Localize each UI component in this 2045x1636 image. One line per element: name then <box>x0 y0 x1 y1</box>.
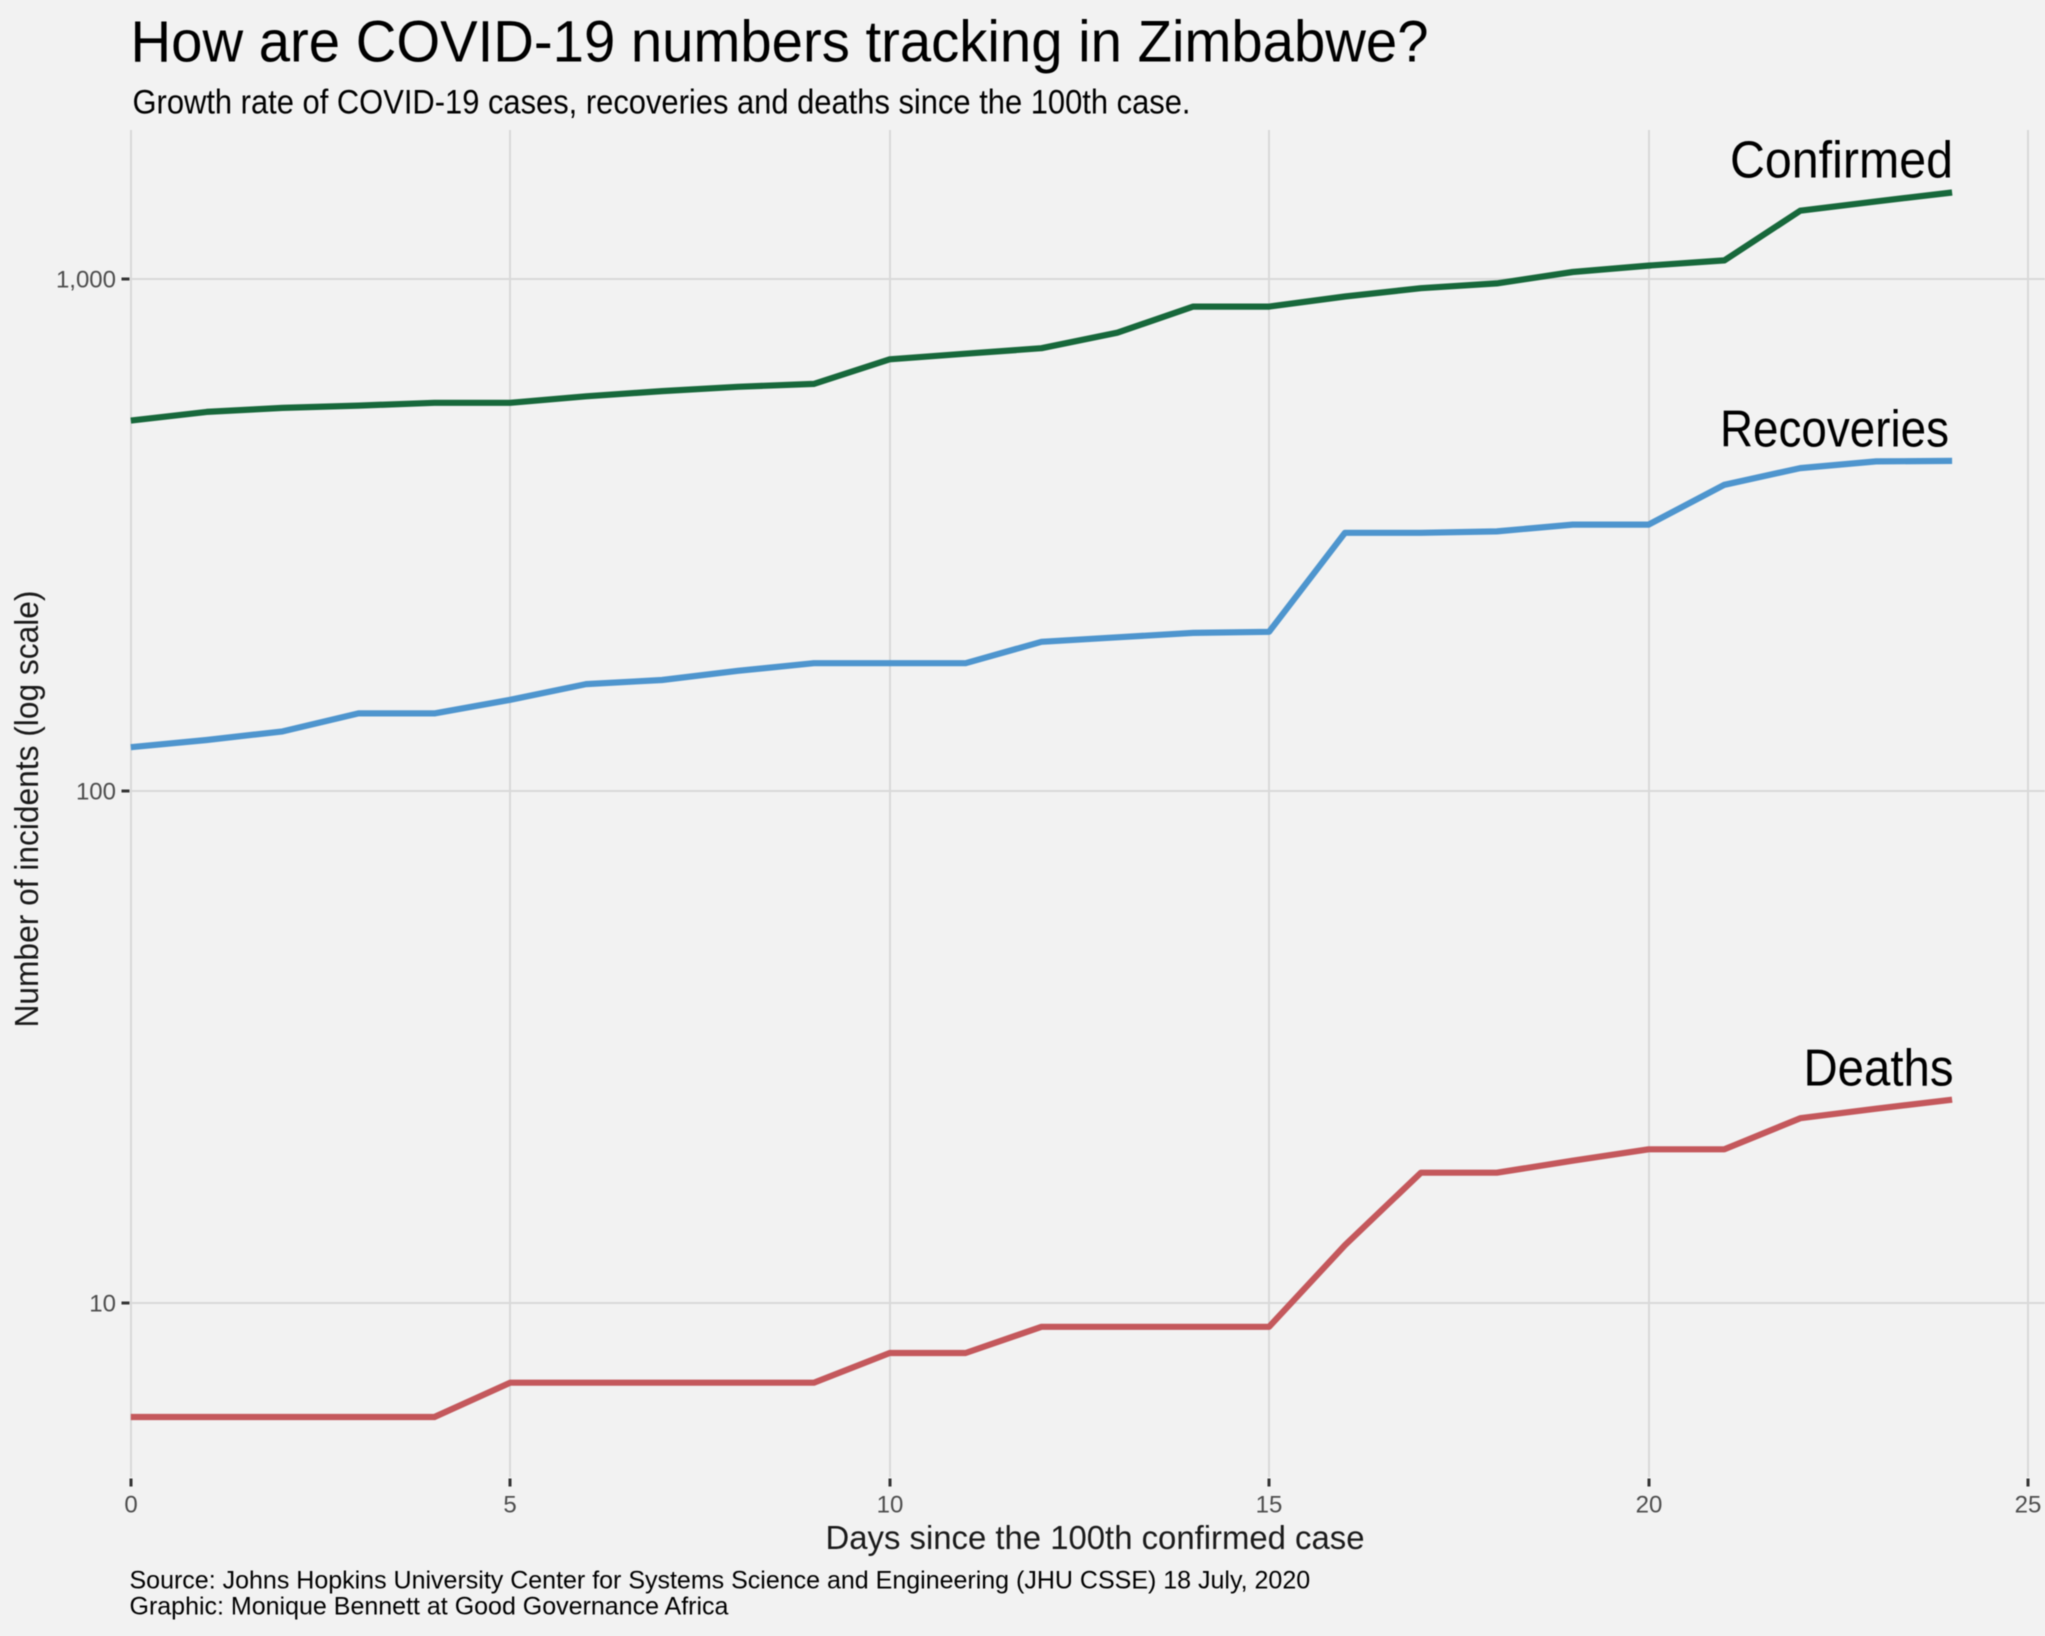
svg-text:10: 10 <box>89 1291 116 1318</box>
svg-text:15: 15 <box>1256 1492 1283 1519</box>
svg-text:25: 25 <box>2015 1492 2042 1519</box>
svg-text:Confirmed: Confirmed <box>1730 132 1953 190</box>
svg-text:10: 10 <box>877 1492 904 1519</box>
svg-text:0: 0 <box>124 1492 137 1519</box>
svg-text:Growth rate of COVID-19 cases,: Growth rate of COVID-19 cases, recoverie… <box>133 84 1191 122</box>
svg-text:Source: Johns Hopkins Universi: Source: Johns Hopkins University Center … <box>130 1566 1311 1594</box>
svg-text:100: 100 <box>76 779 116 806</box>
svg-text:1,000: 1,000 <box>56 267 116 294</box>
svg-text:Number of incidents (log scale: Number of incidents (log scale) <box>8 591 45 1028</box>
svg-text:5: 5 <box>503 1492 516 1519</box>
svg-text:How are COVID-19 numbers track: How are COVID-19 numbers tracking in Zim… <box>131 10 1429 75</box>
svg-text:Deaths: Deaths <box>1804 1040 1954 1098</box>
svg-text:Days since the 100th confirmed: Days since the 100th confirmed case <box>826 1519 1365 1556</box>
svg-text:Recoveries: Recoveries <box>1720 401 1949 459</box>
svg-text:Graphic: Monique Bennett at Go: Graphic: Monique Bennett at Good Governa… <box>130 1592 729 1620</box>
svg-text:20: 20 <box>1636 1492 1663 1519</box>
